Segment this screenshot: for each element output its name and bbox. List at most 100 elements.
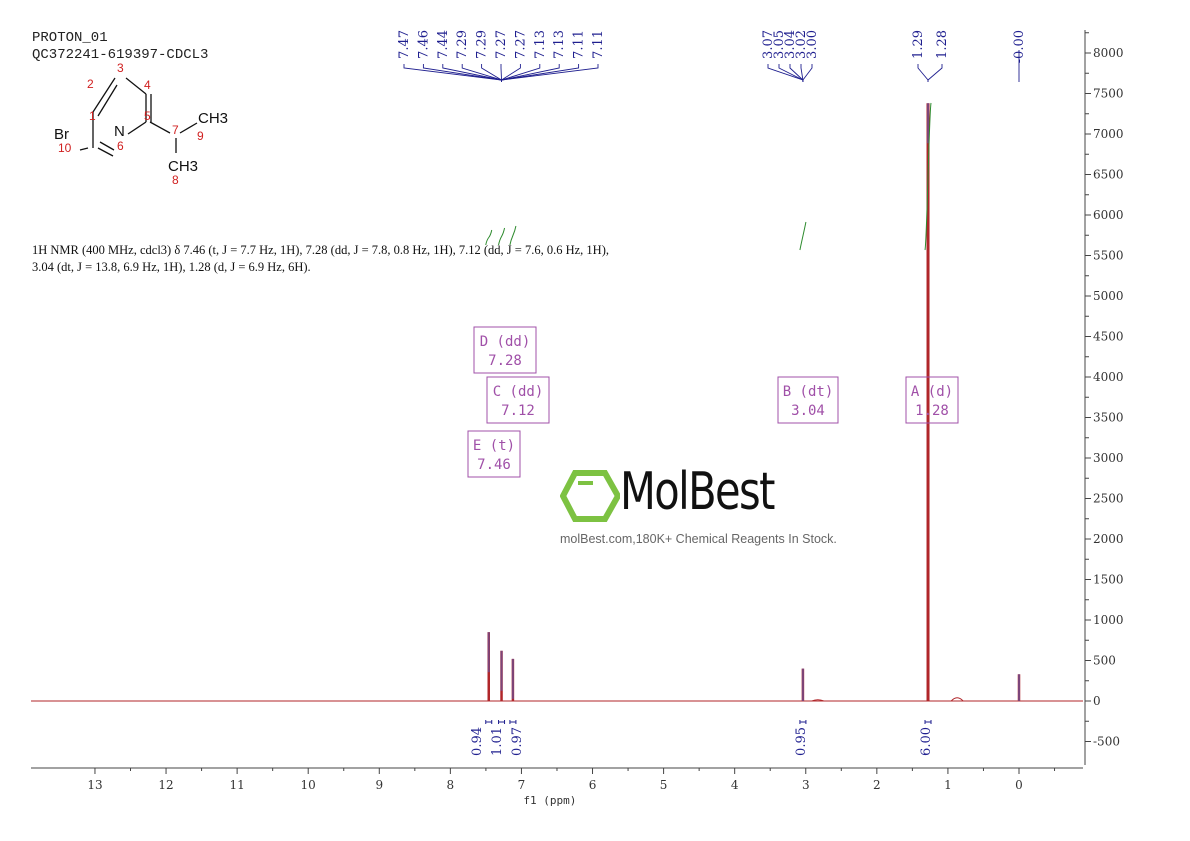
integral-bracket — [924, 720, 932, 724]
peak-label-connector — [802, 64, 813, 82]
molbest-logo-icon — [560, 470, 620, 522]
peak-top-marker — [801, 668, 804, 701]
multiplet-box-C: C (dd) 7.12 — [486, 376, 550, 424]
atom-number: 4 — [144, 78, 151, 92]
multiplet-shift: 7.46 — [477, 457, 511, 473]
atom-ch3-8: CH3 — [168, 158, 198, 175]
y-tick-label: 2500 — [1093, 492, 1124, 506]
peak-label: 7.44 — [436, 30, 451, 59]
sample-name: QC372241-619397-CDCL3 — [32, 47, 209, 63]
multiplet-shift: 3.04 — [791, 403, 825, 419]
peak-label-connector — [917, 64, 929, 82]
integral-curve — [509, 225, 517, 246]
x-tick-label: 13 — [87, 778, 102, 792]
atom-ch3-9: CH3 — [198, 110, 228, 127]
x-tick-label: 2 — [873, 778, 881, 792]
spectrum-peak — [811, 699, 825, 702]
atom-br: Br — [54, 126, 69, 143]
integral-bracket — [485, 720, 493, 724]
integral-value: 0.97 — [510, 727, 525, 756]
peak-label: 3.05 — [772, 30, 787, 59]
multiplet-frame — [905, 376, 959, 424]
watermark-brand: MolBest — [620, 462, 775, 522]
y-tick-label: 5500 — [1093, 249, 1124, 263]
multiplet-shift: 7.28 — [488, 353, 522, 369]
peak-label: 7.27 — [494, 30, 509, 59]
peak-label: 7.13 — [533, 30, 548, 59]
x-tick-label: 1 — [944, 778, 952, 792]
spectrum-peak — [926, 103, 930, 702]
x-tick-label: 3 — [802, 778, 810, 792]
spectrum-peak — [950, 697, 964, 702]
atom-number: 2 — [87, 77, 94, 91]
integral-value: 0.95 — [794, 727, 809, 756]
peak-label: 3.04 — [783, 30, 798, 59]
peak-top-marker — [487, 632, 490, 673]
multiplet-box-E: E (t) 7.46 — [467, 430, 521, 478]
atom-number: 8 — [172, 173, 179, 187]
peak-label: 7.29 — [475, 30, 490, 59]
peak-label: 3.02 — [794, 30, 809, 59]
peak-label: 1.29 — [911, 30, 926, 59]
x-tick-label: 4 — [731, 778, 739, 792]
y-tick-label: 1000 — [1093, 613, 1124, 627]
atom-number: 5 — [144, 109, 151, 123]
peak-top-marker — [927, 103, 930, 144]
x-tick-label: 7 — [518, 778, 526, 792]
multiplet-id: B (dt) — [783, 384, 834, 400]
x-axis-label: f1 (ppm) — [523, 794, 576, 807]
multiplet-frame — [486, 376, 550, 424]
peak-top-marker — [1018, 674, 1020, 701]
y-tick-label: 1500 — [1093, 573, 1124, 587]
multiplet-id: E (t) — [473, 438, 515, 454]
integral-bracket — [799, 720, 807, 724]
peak-label: 7.29 — [455, 30, 470, 59]
y-tick-label: -500 — [1093, 735, 1120, 749]
y-tick-label: 0 — [1093, 694, 1101, 708]
multiplet-frame — [467, 430, 521, 478]
y-tick-label: 3000 — [1093, 451, 1124, 465]
peak-label: 1.28 — [935, 30, 950, 59]
peak-label: 7.11 — [572, 30, 587, 59]
peak-label-connector — [403, 64, 502, 82]
multiplet-box-D: D (dd) 7.28 — [473, 326, 537, 374]
multiplet-id: D (dd) — [480, 334, 531, 350]
y-tick-label: 3500 — [1093, 411, 1124, 425]
peak-label-connector — [500, 64, 502, 82]
y-tick-label: 7000 — [1093, 127, 1124, 141]
x-tick-label: 11 — [229, 778, 244, 792]
multiplet-id: C (dd) — [493, 384, 544, 400]
y-tick-label: 4000 — [1093, 370, 1124, 384]
y-tick-label: 5000 — [1093, 289, 1124, 303]
atom-n: N — [114, 123, 125, 140]
peak-label: 7.47 — [397, 30, 412, 59]
y-tick-label: 6000 — [1093, 208, 1124, 222]
multiplet-shift: 1.28 — [915, 403, 949, 419]
peak-label-connector — [927, 64, 943, 82]
integral-curve — [498, 227, 506, 246]
x-tick-label: 5 — [660, 778, 668, 792]
atom-number: 6 — [117, 139, 124, 153]
x-tick-label: 8 — [447, 778, 455, 792]
multiplet-box-A: A (d) 1.28 — [905, 376, 959, 424]
peak-label: 3.00 — [805, 30, 820, 59]
experiment-name: PROTON_01 — [32, 30, 108, 46]
integral-value: 1.01 — [490, 727, 505, 756]
integral-bracket — [498, 720, 506, 724]
peak-top-marker — [500, 650, 503, 691]
y-tick-label: 8000 — [1093, 46, 1124, 60]
y-tick-label: 500 — [1093, 654, 1116, 668]
y-tick-label: 4500 — [1093, 330, 1124, 344]
peak-label-connector — [501, 64, 599, 82]
integral-bracket — [509, 720, 517, 724]
bonds — [79, 77, 198, 157]
atom-number: 3 — [117, 61, 124, 75]
peak-label: 3.07 — [761, 30, 776, 59]
peak-label: 7.46 — [416, 30, 431, 59]
x-tick-label: 9 — [375, 778, 383, 792]
multiplet-box-B: B (dt) 3.04 — [777, 376, 839, 424]
peak-top-marker — [511, 658, 514, 699]
integral-curve — [799, 221, 807, 251]
atom-number: 7 — [172, 123, 179, 137]
